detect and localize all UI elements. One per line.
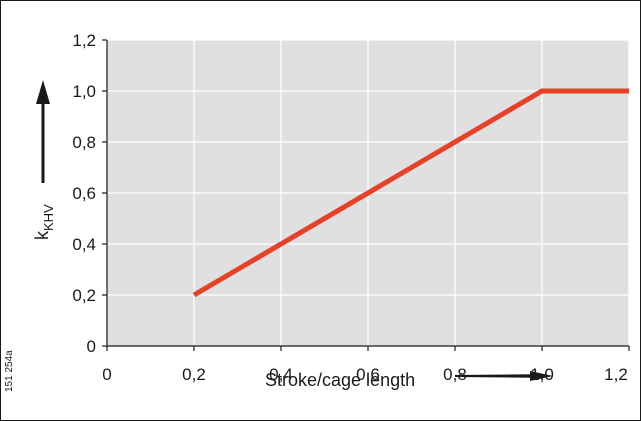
series-group <box>192 88 629 298</box>
x-axis-label: Stroke/cage length <box>265 370 415 390</box>
x-tick-label: 1,2 <box>604 365 628 384</box>
y-tick-label: 0 <box>87 337 96 356</box>
figure-code: 151 254a <box>4 350 15 392</box>
series-line <box>192 88 629 298</box>
tick-labels: 00,20,40,60,81,01,200,20,40,60,81,01,2 <box>72 31 627 384</box>
x-tick-label: 0,2 <box>182 365 206 384</box>
x-tick-label: 0,8 <box>443 365 467 384</box>
x-tick-label: 0,4 <box>269 365 293 384</box>
y-tick-label: 1,2 <box>72 31 96 50</box>
y-tick-label: 0,4 <box>72 235 96 254</box>
x-axis-arrow <box>455 371 553 381</box>
y-tick-label: 0,8 <box>72 133 96 152</box>
axes <box>102 39 630 351</box>
y-tick-label: 0,6 <box>72 184 96 203</box>
y-axis-arrow <box>36 80 50 183</box>
y-tick-label: 1,0 <box>72 82 96 101</box>
x-tick-label: 0 <box>102 365 111 384</box>
y-tick-label: 0,2 <box>72 286 96 305</box>
x-tick-label: 0,6 <box>356 365 380 384</box>
y-axis-label-subscript: KHV <box>41 204 56 231</box>
y-axis-label: kKHV <box>32 204 56 240</box>
y-axis-label-base: k <box>32 230 52 240</box>
